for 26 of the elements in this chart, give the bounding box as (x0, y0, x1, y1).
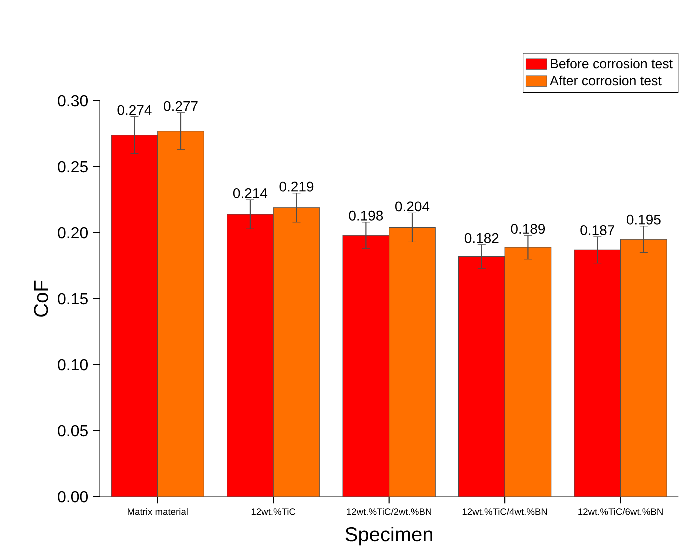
y-tick-label: 0.10 (58, 359, 88, 371)
x-tick-label: 12wt.%TiC/6wt.%BN (578, 508, 663, 516)
x-tick-label: 12wt.%TiC (252, 508, 296, 516)
y-tick-label: 0.25 (58, 161, 88, 173)
data-label: 0.219 (280, 182, 314, 192)
y-tick-label: 0.30 (58, 95, 88, 107)
x-tick-label: 12wt.%TiC/2wt.%BN (347, 508, 432, 516)
data-label: 0.189 (511, 224, 546, 234)
data-label: 0.198 (349, 210, 384, 221)
data-label: 0.195 (626, 214, 661, 225)
legend-label: After corrosion test (550, 76, 662, 86)
data-label: 0.277 (164, 101, 198, 112)
y-tick-label: 0.15 (58, 293, 88, 305)
x-axis-title: Specimen (346, 526, 432, 546)
y-tick-label: 0.00 (58, 491, 88, 503)
legend-label: Before corrosion test (551, 58, 673, 69)
y-axis-title: CoF (34, 280, 48, 317)
x-tick-label: Matrix material (128, 508, 188, 516)
data-label: 0.204 (396, 202, 430, 212)
y-tick-label: 0.20 (58, 227, 88, 239)
data-label: 0.274 (118, 105, 152, 116)
data-label: 0.182 (464, 233, 499, 244)
data-label: 0.187 (580, 225, 614, 236)
x-tick-label: 12wt.%TiC/4wt.%BN (462, 508, 548, 516)
data-label: 0.214 (233, 188, 268, 198)
y-tick-label: 0.05 (58, 425, 88, 437)
